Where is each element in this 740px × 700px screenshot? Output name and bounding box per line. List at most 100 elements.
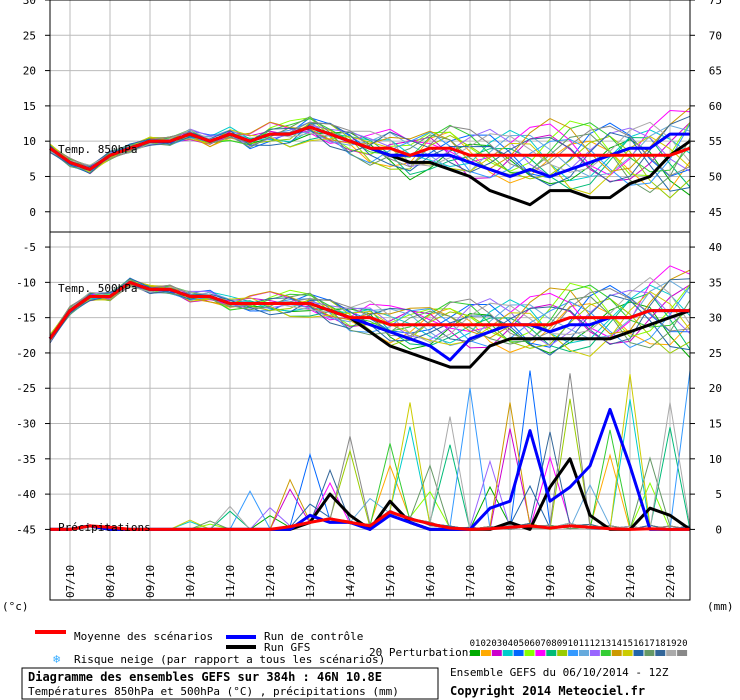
series-line-t500	[48, 280, 690, 340]
perturbation-line	[49, 124, 691, 178]
perturbation-legend: 01 02 03 04 05 06 07 08 09 10 11 12 13 14 15 16 17 18 19 20	[470, 639, 688, 656]
perturbation-swatch	[513, 650, 524, 656]
left-tick-label: -35	[16, 453, 36, 466]
perturbation-id-label: 13	[600, 639, 611, 649]
perturbation-id-label: 05	[513, 639, 524, 649]
left-tick-label: -25	[16, 382, 36, 395]
perturbation-id-label: 01	[470, 639, 481, 649]
right-tick-label: 30	[709, 312, 722, 325]
x-tick-label: 19/10	[544, 565, 557, 598]
left-tick-label: 0	[29, 206, 36, 219]
perturbation-line	[49, 280, 691, 357]
x-tick-label: 22/10	[664, 565, 677, 598]
perturbation-id-label: 02	[480, 639, 491, 649]
perturbation-id-label: 10	[568, 639, 579, 649]
x-tick-label: 17/10	[464, 565, 477, 598]
left-tick-label: 5	[29, 170, 36, 183]
x-tick-label: 08/10	[104, 565, 117, 598]
x-axis-ticks: 07/10 08/10 09/10 10/10 11/10 12/10 13/10 14/10…	[64, 565, 677, 598]
perturbation-id-label: 17	[644, 639, 655, 649]
left-tick-label: -40	[16, 488, 36, 501]
perturbation-id-label: 07	[535, 639, 546, 649]
x-tick-label: 21/10	[624, 565, 637, 598]
chart-title: Diagramme des ensembles GEFS sur 384h : …	[28, 670, 382, 684]
left-tick-label: 10	[23, 135, 36, 148]
series-line-t850	[49, 125, 691, 171]
chart-subtitle: Températures 850hPa et 500hPa (°C) , pré…	[28, 685, 399, 698]
plot-frame	[49, 0, 691, 601]
panel-label-t500: Temp. 500hPa	[58, 282, 137, 295]
right-tick-label: 10	[709, 453, 722, 466]
run-info: Ensemble GEFS du 06/10/2014 - 12Z	[450, 666, 669, 679]
perturbation-swatch	[546, 650, 557, 656]
perturbation-line	[50, 431, 690, 530]
perturbation-swatch	[535, 650, 546, 656]
right-tick-label: 70	[709, 29, 722, 42]
perturbation-swatch	[557, 650, 568, 656]
perturbation-id-label: 12	[589, 639, 600, 649]
panel-label-precip: Précipitations	[58, 521, 151, 534]
perturbation-id-label: 19	[666, 639, 677, 649]
panel-label-t850: Temp. 850hPa	[58, 143, 137, 156]
left-tick-label: 15	[23, 100, 36, 113]
left-axis-ticks: 30 25 20 15 10 5 0 -5 -10 -15 -20 -25 -30 -35 -40 -45	[16, 0, 50, 536]
right-axis-unit: (mm)	[707, 600, 734, 613]
legend-mean-label: Moyenne des scénarios	[74, 630, 213, 643]
right-tick-label: 5	[715, 488, 722, 501]
perturbation-swatch	[589, 650, 600, 656]
legend-perturbations-label: 20 Perturbations	[369, 646, 475, 659]
x-tick-label: 14/10	[344, 565, 357, 598]
perturbation-swatch	[666, 650, 677, 656]
series-lines	[48, 125, 691, 531]
x-tick-label: 16/10	[424, 565, 437, 598]
x-tick-label: 18/10	[504, 565, 517, 598]
perturbation-swatch	[568, 650, 579, 656]
right-tick-label: 75	[709, 0, 722, 7]
right-tick-label: 20	[709, 382, 722, 395]
left-tick-label: -30	[16, 418, 36, 431]
right-tick-label: 25	[709, 347, 722, 360]
legend-gfs-label: Run GFS	[264, 641, 310, 654]
left-tick-label: 30	[23, 0, 36, 7]
perturbation-swatch	[633, 650, 644, 656]
left-tick-label: -15	[16, 312, 36, 325]
perturbation-swatch	[600, 650, 611, 656]
perturbation-line	[49, 129, 691, 195]
perturbation-id-label: 18	[655, 639, 666, 649]
right-tick-label: 15	[709, 418, 722, 431]
left-tick-label: -20	[16, 347, 36, 360]
perturbation-line	[49, 115, 691, 183]
left-tick-label: -5	[23, 241, 36, 254]
perturbation-line	[50, 370, 691, 530]
left-axis-unit: (°c)	[2, 600, 29, 613]
left-tick-label: 20	[23, 65, 36, 78]
left-tick-label: -45	[16, 523, 36, 536]
x-tick-label: 15/10	[384, 565, 397, 598]
perturbation-swatch	[655, 650, 666, 656]
perturbation-id-label: 14	[611, 639, 622, 649]
x-tick-label: 20/10	[584, 565, 597, 598]
x-tick-label: 07/10	[64, 565, 77, 598]
snowflake-icon: ❄	[53, 652, 60, 666]
perturbation-id-label: 11	[579, 639, 590, 649]
right-tick-label: 45	[709, 206, 722, 219]
legend-snow-label: Risque neige (par rapport a tous les scé…	[74, 653, 385, 666]
perturbation-swatch	[644, 650, 655, 656]
right-tick-label: 65	[709, 65, 722, 78]
left-tick-label: 25	[23, 29, 36, 42]
perturbation-swatch	[622, 650, 633, 656]
series-line-precip	[50, 510, 690, 531]
right-tick-label: 40	[709, 241, 722, 254]
x-tick-label: 10/10	[184, 565, 197, 598]
title-box	[21, 667, 439, 700]
perturbation-swatch	[611, 650, 622, 656]
x-tick-label: 11/10	[224, 565, 237, 598]
x-tick-label: 12/10	[264, 565, 277, 598]
perturbation-swatch	[502, 650, 513, 656]
right-tick-label: 0	[715, 523, 722, 536]
left-tick-label: -10	[16, 276, 36, 289]
perturbation-swatch	[491, 650, 502, 656]
perturbation-id-label: 16	[633, 639, 644, 649]
perturbation-swatch	[480, 650, 491, 656]
right-tick-label: 60	[709, 100, 722, 113]
